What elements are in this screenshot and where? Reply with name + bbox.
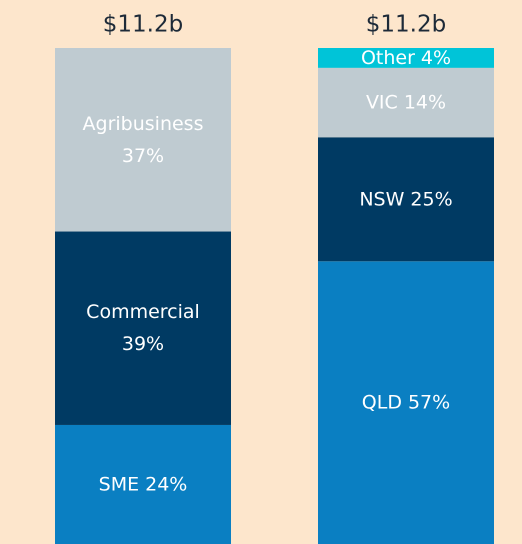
segment-label: QLD 57% bbox=[362, 391, 450, 413]
segment-name: Other bbox=[361, 46, 415, 68]
segment-label: SME 24% bbox=[99, 473, 188, 495]
segment-value: 24% bbox=[145, 473, 187, 495]
total-label: $11.2b bbox=[103, 12, 183, 38]
bar-segment bbox=[318, 137, 494, 262]
bar-segment bbox=[55, 48, 231, 232]
bar-segment bbox=[55, 231, 231, 425]
segment-value: 39% bbox=[122, 333, 164, 355]
bar-segment bbox=[318, 261, 494, 544]
segment-name: Commercial bbox=[86, 301, 200, 323]
segment-label: Commercial 39% bbox=[86, 301, 200, 355]
segment-label: Other 4% bbox=[361, 46, 451, 68]
total-label: $11.2b bbox=[366, 12, 446, 38]
segment-value: 14% bbox=[404, 91, 446, 113]
segment-value: 4% bbox=[421, 46, 451, 68]
segment-value: 57% bbox=[408, 391, 450, 413]
segment-name: SME bbox=[99, 473, 139, 495]
segment-value: 25% bbox=[410, 188, 452, 210]
bar-segment bbox=[318, 48, 494, 68]
segment-name: QLD bbox=[362, 391, 402, 413]
segment-name: Agribusiness bbox=[83, 112, 204, 134]
bar-segment bbox=[55, 424, 231, 544]
segment-name: NSW bbox=[359, 188, 404, 210]
bar-segment bbox=[318, 67, 494, 138]
segment-label: Agribusiness 37% bbox=[83, 112, 204, 166]
segment-name: VIC bbox=[366, 91, 398, 113]
segment-label: NSW 25% bbox=[359, 188, 452, 210]
segment-label: VIC 14% bbox=[366, 91, 446, 113]
segment-value: 37% bbox=[122, 144, 164, 166]
